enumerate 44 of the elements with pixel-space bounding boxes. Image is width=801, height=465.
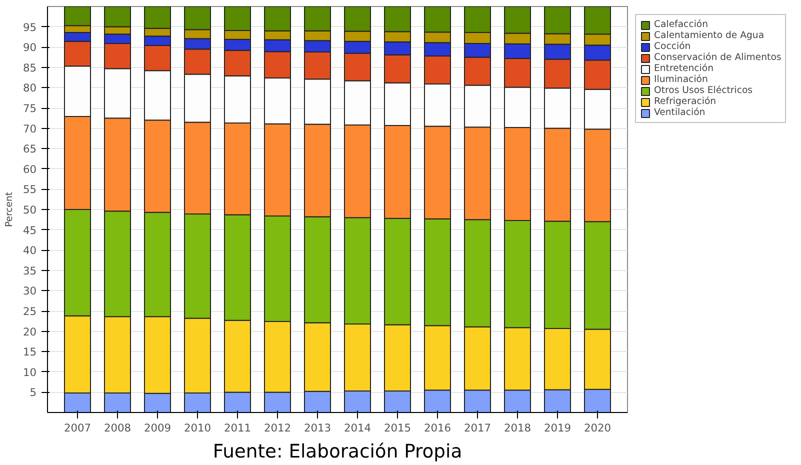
- y-tick-label: 45: [22, 224, 37, 237]
- x-tick-label: 2010: [184, 422, 212, 434]
- y-tick-label: 15: [22, 346, 37, 359]
- x-tick-label: 2012: [264, 422, 292, 434]
- x-tick-label: 2018: [504, 422, 532, 434]
- x-tick-label: 2017: [464, 422, 492, 434]
- y-tick-label: 40: [22, 244, 37, 258]
- y-tick-label: 55: [22, 183, 37, 196]
- y-tick-label: 20: [22, 325, 37, 338]
- y-tick-label: 10: [22, 366, 37, 379]
- y-tick-label: 90: [22, 41, 37, 54]
- legend-label: Refrigeración: [654, 96, 716, 107]
- y-tick-label: 25: [22, 305, 37, 318]
- x-tick-label: 2011: [224, 422, 252, 434]
- x-tick-label: 2019: [544, 422, 572, 434]
- y-axis-title: Percent: [4, 192, 15, 228]
- y-tick-label: 75: [22, 102, 37, 115]
- x-tick-label: 2009: [144, 422, 172, 434]
- y-tick-label: 35: [22, 264, 37, 278]
- y-tick-label: 60: [22, 162, 37, 176]
- x-tick-label: 2020: [584, 422, 612, 434]
- x-tick-label: 2007: [64, 422, 92, 434]
- y-tick-label: 95: [22, 20, 37, 34]
- y-tick-label: 80: [22, 82, 37, 95]
- x-tick-label: 2016: [424, 422, 452, 434]
- y-tick-label: 50: [22, 204, 37, 216]
- y-tick-label: 5: [30, 386, 36, 400]
- y-tick-label: 65: [22, 142, 37, 156]
- y-tick-label: 30: [22, 284, 37, 298]
- source-note: Fuente: Elaboración Propia: [212, 442, 462, 462]
- legend-label: Calefacción: [654, 19, 708, 30]
- legend-label: Cocción: [654, 41, 691, 52]
- x-tick-label: 2014: [344, 422, 372, 434]
- legend-label: Conservación de Alimentos: [654, 52, 782, 63]
- x-tick-label: 2015: [384, 422, 412, 434]
- y-tick-label: 70: [22, 122, 37, 136]
- legend-label: Ventilación: [654, 107, 706, 118]
- legend-label: Iluminación: [654, 74, 708, 85]
- legend-label: Calentamiento de Agua: [654, 30, 764, 41]
- y-tick-label: 85: [22, 61, 37, 74]
- legend-label: Otros Usos Eléctricos: [654, 85, 753, 96]
- x-tick-label: 2013: [304, 422, 332, 434]
- legend-label: Entretención: [654, 63, 714, 74]
- x-tick-label: 2008: [104, 422, 132, 434]
